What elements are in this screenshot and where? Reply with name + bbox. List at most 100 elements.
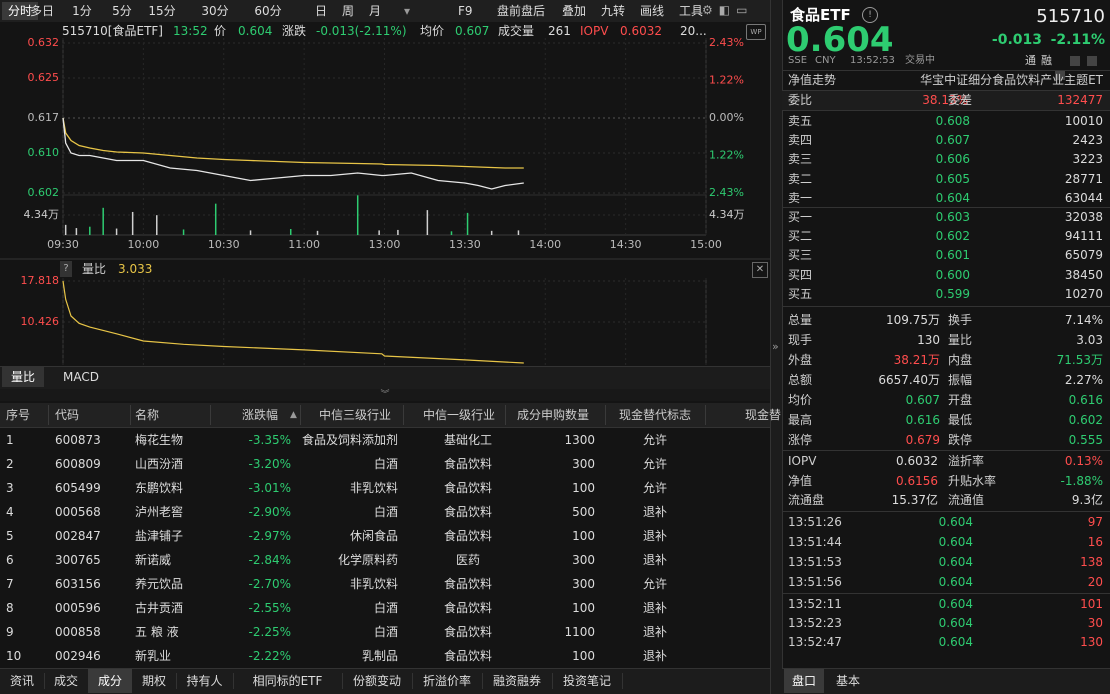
quote-tool-icons[interactable] <box>1052 55 1108 80</box>
tool-button[interactable]: F9 <box>458 4 473 18</box>
table-cell: 300 <box>572 577 595 591</box>
bottom-tab[interactable]: 份额变动 <box>342 673 413 689</box>
column-divider <box>300 405 301 425</box>
info-icon[interactable]: ! <box>862 7 878 23</box>
tool-button[interactable]: 盘前盘后 <box>497 4 546 18</box>
bottom-tab[interactable]: 相同标的ETF <box>233 673 343 689</box>
table-cell: 退补 <box>642 505 667 519</box>
table-cell: 2 <box>6 457 14 471</box>
x-tick-label: 10:30 <box>208 238 240 251</box>
quote-flag: 通 <box>1025 54 1036 67</box>
indicator-tab[interactable]: 量比 <box>2 367 44 387</box>
quote-tab[interactable]: 基本 <box>835 674 860 688</box>
book-label: 卖四 <box>788 133 813 148</box>
column-header[interactable]: 代码 <box>55 408 80 422</box>
period-dropdown[interactable]: ▾ <box>404 4 411 18</box>
quote-flag: 融 <box>1041 54 1052 67</box>
table-cell: 食品饮料 <box>443 601 492 615</box>
quote-value: 9.3亿 <box>1071 493 1103 507</box>
book-volume: 10270 <box>1064 286 1103 301</box>
column-header[interactable]: 中信一级行业 <box>422 408 495 422</box>
quote-change-pct: -2.11% <box>1050 32 1105 48</box>
bottom-tab[interactable]: 资讯 <box>0 673 45 689</box>
period-tab[interactable]: 月 <box>368 4 381 18</box>
book-price: 0.599 <box>935 286 970 301</box>
tool-button[interactable]: 工具 <box>679 4 704 18</box>
trade-volume: 20 <box>1087 575 1103 589</box>
book-volume: 94111 <box>1064 229 1103 244</box>
column-header[interactable]: 中信三级行业 <box>318 408 391 422</box>
bottom-tab[interactable]: 投资笔记 <box>552 673 623 689</box>
bottom-tab[interactable]: 折溢价率 <box>412 673 483 689</box>
y-tick-label: 0.625 <box>28 71 60 84</box>
quote-value: 0.616 <box>1068 393 1103 407</box>
book-label: 买一 <box>788 210 813 224</box>
separator <box>782 511 1110 512</box>
period-tab[interactable]: 日 <box>314 4 327 18</box>
table-cell: -2.97% <box>248 529 291 543</box>
table-cell: 允许 <box>642 433 667 447</box>
bottom-tab[interactable]: 期权 <box>132 673 177 689</box>
sort-indicator[interactable]: ▲ <box>290 410 297 420</box>
table-cell: -2.70% <box>248 577 291 591</box>
table-cell: 1 <box>6 433 14 447</box>
quote-label: IOPV <box>788 454 817 468</box>
indicator-tab[interactable]: MACD <box>63 370 99 384</box>
table-cell: 非乳饮料 <box>349 481 398 495</box>
table-cell: 100 <box>572 601 595 615</box>
help-icon[interactable]: ? <box>60 261 72 277</box>
tool-button[interactable]: 画线 <box>640 4 665 18</box>
bottom-tab[interactable]: 成分 <box>88 669 132 693</box>
column-header[interactable]: 序号 <box>6 408 31 422</box>
period-tab[interactable]: 1分 <box>72 4 92 18</box>
column-header[interactable]: 现金替 <box>745 408 782 422</box>
book-price: 0.604 <box>935 190 970 205</box>
tool-button[interactable]: 九转 <box>601 4 626 18</box>
quote-value: 15.37亿 <box>891 493 938 507</box>
tool-button[interactable]: 叠加 <box>562 4 587 18</box>
period-tab[interactable]: 5分 <box>112 4 132 18</box>
table-cell: 食品饮料 <box>443 505 492 519</box>
close-icon[interactable]: ✕ <box>752 262 768 278</box>
book-volume: 65079 <box>1064 248 1103 263</box>
separator <box>782 90 1110 91</box>
bottom-tab[interactable]: 持有人 <box>176 673 234 689</box>
volume-bar <box>517 230 520 235</box>
toolbar-icons[interactable]: ⚙◧▭ <box>702 3 754 17</box>
trade-price: 0.604 <box>938 555 973 569</box>
period-tab[interactable]: 分时 <box>2 2 38 20</box>
quote-value: 7.14% <box>1064 313 1103 327</box>
panel-divider[interactable] <box>770 0 783 694</box>
trade-price: 0.604 <box>938 575 973 589</box>
quote-value: 130 <box>917 333 940 347</box>
wp-icon[interactable]: WP <box>746 24 766 40</box>
period-tab[interactable]: 周 <box>341 4 354 18</box>
volume-bar <box>102 207 104 235</box>
book-price: 0.606 <box>935 152 970 167</box>
quote-label: 内盘 <box>948 353 973 367</box>
quote-price: 0.604 <box>786 20 894 60</box>
table-cell: 食品及饲料添加剂 <box>302 433 398 447</box>
quote-tab[interactable]: 盘口 <box>784 669 824 693</box>
period-tab[interactable]: 多日 <box>29 4 54 18</box>
column-header[interactable]: 成分申购数量 <box>516 408 589 422</box>
separator <box>782 593 1110 594</box>
column-header[interactable]: 现金替代标志 <box>618 408 691 422</box>
column-header[interactable]: 涨跌幅 <box>242 408 279 422</box>
indicator-tab-bar <box>0 366 770 389</box>
collapse-handle[interactable]: ︾ <box>0 389 770 401</box>
table-cell: 新乳业 <box>135 649 172 663</box>
table-cell: 7 <box>6 577 14 591</box>
bottom-tab[interactable]: 融资融券 <box>482 673 553 689</box>
column-header[interactable]: 名称 <box>135 408 160 422</box>
book-label: 卖五 <box>788 114 813 128</box>
bottom-tab[interactable]: 成交 <box>44 673 89 689</box>
quote-value: 38.21万 <box>893 353 940 367</box>
nav-label[interactable]: 净值走势 <box>788 73 837 87</box>
quote-label: 最低 <box>948 413 973 427</box>
period-tab[interactable]: 30分 <box>201 4 229 18</box>
period-tab[interactable]: 60分 <box>254 4 282 18</box>
expand-icon[interactable]: » <box>772 340 779 353</box>
period-tab[interactable]: 15分 <box>148 4 176 18</box>
table-cell: 300 <box>572 553 595 567</box>
